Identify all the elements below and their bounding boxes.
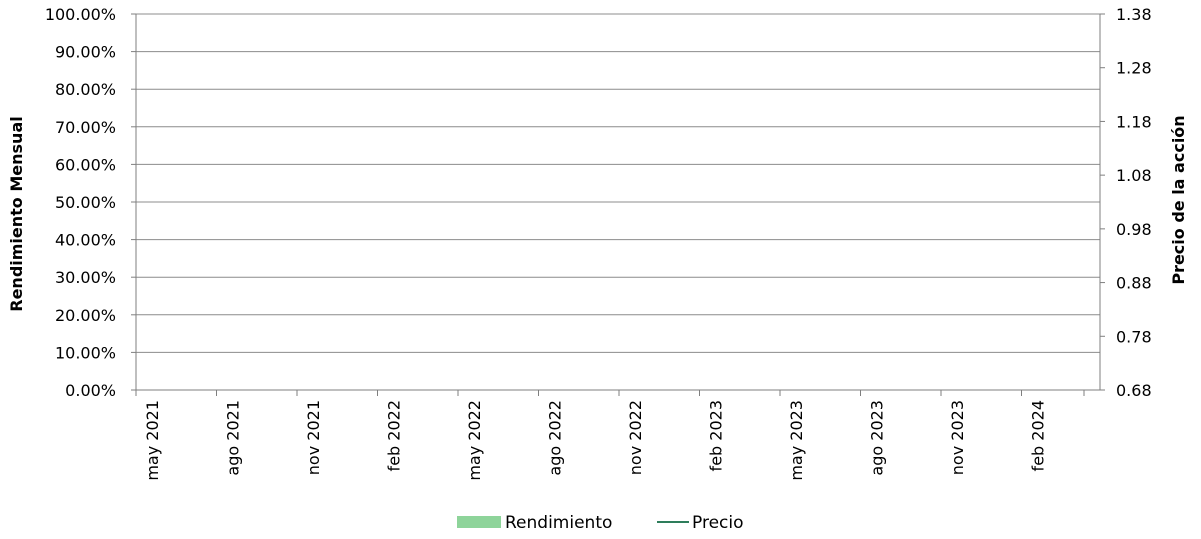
- y2-tick-label: 1.38: [1116, 5, 1152, 24]
- y-tick-label: 40.00%: [55, 231, 116, 250]
- x-tick-label: nov 2023: [948, 400, 967, 475]
- y2-axis-ticks: 0.68 0.78 0.88 0.98 1.08 1.18 1.28 1.38: [1100, 5, 1152, 400]
- x-axis-ticks: may 2021 ago 2021 nov 2021 feb 2022 may 2022…: [135, 390, 1085, 481]
- y-tick-label: 30.00%: [55, 268, 116, 287]
- legend-label-precio: Precio: [692, 513, 744, 533]
- x-tick-label: ago 2022: [546, 400, 565, 476]
- y2-axis-title: Precio de la acción: [1169, 115, 1188, 284]
- x-tick-label: nov 2022: [626, 400, 645, 475]
- y2-tick-label: 0.88: [1116, 274, 1152, 293]
- y-tick-label: 60.00%: [55, 155, 116, 174]
- y2-tick-label: 0.68: [1116, 381, 1152, 400]
- y-tick-label: 50.00%: [55, 193, 116, 212]
- x-tick-label: nov 2021: [304, 400, 323, 475]
- x-tick-label: may 2021: [143, 400, 162, 481]
- x-tick-label: feb 2024: [1029, 400, 1048, 471]
- y-tick-label: 90.00%: [55, 43, 116, 62]
- x-tick-label: feb 2022: [385, 400, 404, 471]
- x-tick-label: may 2023: [787, 400, 806, 481]
- legend-swatch-rendimiento: [457, 516, 501, 528]
- y2-tick-label: 1.28: [1116, 59, 1152, 78]
- y-axis-ticks: 0.00% 10.00% 20.00% 30.00% 40.00% 50.00% 60.00…: [45, 5, 136, 400]
- y-tick-label: 20.00%: [55, 306, 116, 325]
- y2-tick-label: 1.08: [1116, 166, 1152, 185]
- y-axis-title: Rendimiento Mensual: [7, 116, 26, 311]
- legend: Rendimiento Precio: [457, 513, 744, 533]
- y-tick-label: 70.00%: [55, 118, 116, 137]
- y-tick-label: 80.00%: [55, 80, 116, 99]
- legend-label-rendimiento: Rendimiento: [505, 513, 612, 533]
- x-tick-label: feb 2023: [707, 400, 726, 471]
- x-tick-label: may 2022: [465, 400, 484, 481]
- y2-tick-label: 0.98: [1116, 220, 1152, 239]
- y-tick-label: 100.00%: [45, 5, 116, 24]
- x-tick-label: ago 2023: [868, 400, 887, 476]
- y2-tick-label: 0.78: [1116, 327, 1152, 346]
- y-tick-label: 10.00%: [55, 343, 116, 362]
- y2-tick-label: 1.18: [1116, 112, 1152, 131]
- x-tick-label: ago 2021: [224, 400, 243, 476]
- y-tick-label: 0.00%: [65, 381, 116, 400]
- gridlines: [136, 13, 1100, 353]
